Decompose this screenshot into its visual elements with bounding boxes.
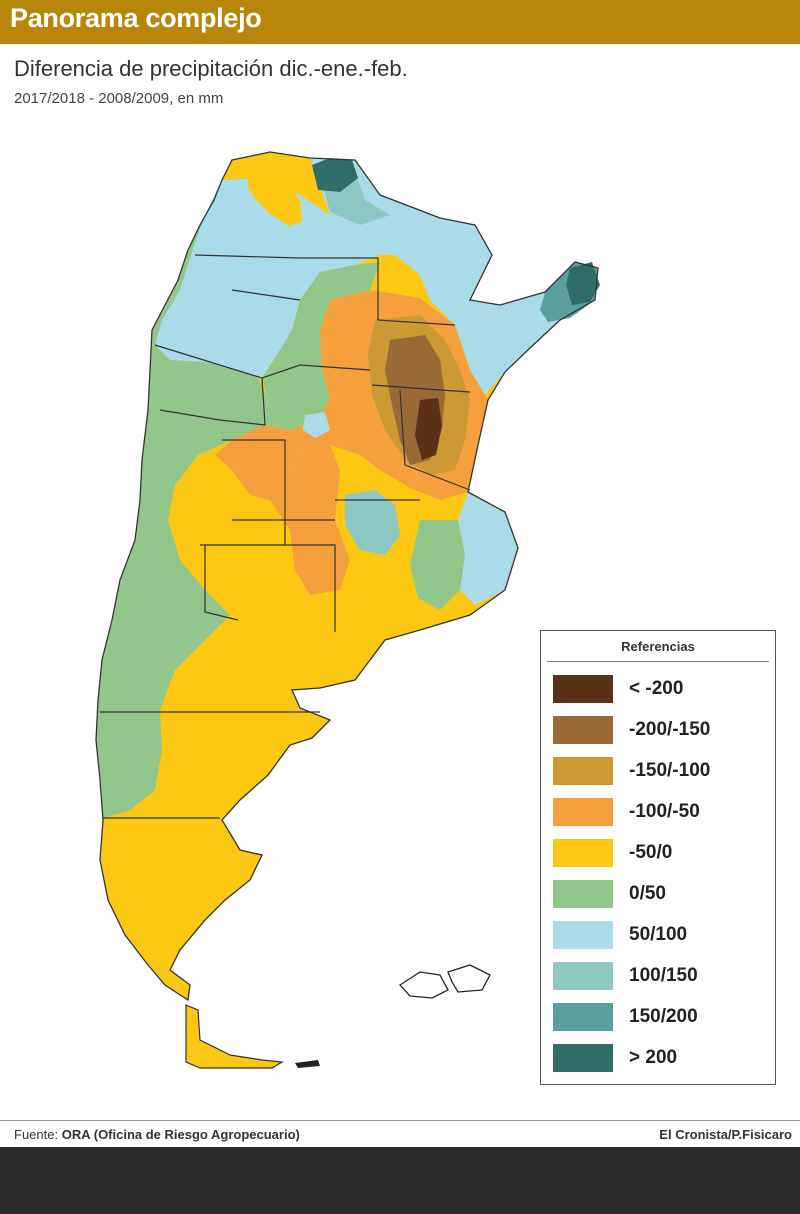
legend-label: 150/200 bbox=[629, 1006, 698, 1027]
header-bar: Panorama complejo bbox=[0, 0, 800, 44]
malvinas-islands bbox=[399, 964, 491, 999]
bottom-bar bbox=[0, 1147, 800, 1214]
legend-item: 0/50 bbox=[553, 880, 763, 910]
region-darkbrown-core bbox=[415, 398, 442, 460]
page-title: Panorama complejo bbox=[10, 3, 262, 33]
legend: Referencias < -200 -200/-150 -150/-100 -100… bbox=[540, 630, 776, 1085]
legend-swatch bbox=[553, 716, 613, 744]
footer-credit: El Cronista/P.Fisicaro bbox=[659, 1127, 792, 1142]
legend-item: -50/0 bbox=[553, 839, 763, 869]
tierra-del-fuego-outline bbox=[185, 1004, 284, 1069]
legend-item: 50/100 bbox=[553, 921, 763, 951]
legend-label: < -200 bbox=[629, 678, 684, 699]
legend-swatch bbox=[553, 1003, 613, 1031]
legend-swatch bbox=[553, 962, 613, 990]
region-lightblue-east bbox=[458, 492, 518, 605]
region-darkteal-north bbox=[312, 158, 358, 192]
region-green-east bbox=[410, 520, 465, 610]
legend-item: > 200 bbox=[553, 1044, 763, 1074]
footer-source-prefix: Fuente: bbox=[14, 1127, 59, 1142]
legend-swatch bbox=[553, 880, 613, 908]
legend-label: > 200 bbox=[629, 1047, 678, 1068]
legend-label: 0/50 bbox=[629, 883, 666, 904]
legend-item: 100/150 bbox=[553, 962, 763, 992]
legend-swatch bbox=[553, 757, 613, 785]
legend-item: -200/-150 bbox=[553, 716, 763, 746]
legend-item: -150/-100 bbox=[553, 757, 763, 787]
legend-label: 50/100 bbox=[629, 924, 688, 945]
legend-label: 100/150 bbox=[629, 965, 698, 986]
tierra-del-fuego bbox=[186, 1005, 282, 1068]
legend-swatch bbox=[553, 1044, 613, 1072]
province-borders bbox=[100, 254, 471, 819]
legend-label: -200/-150 bbox=[629, 719, 711, 740]
legend-item: 150/200 bbox=[553, 1003, 763, 1033]
footer-source: Fuente: ORA (Oficina de Riesgo Agropecua… bbox=[14, 1127, 300, 1142]
legend-label: -100/-50 bbox=[629, 801, 700, 822]
legend-item: < -200 bbox=[553, 675, 763, 705]
region-green-central-north bbox=[262, 262, 380, 430]
legend-divider bbox=[547, 661, 769, 662]
legend-label: -150/-100 bbox=[629, 760, 711, 781]
legend-swatch bbox=[553, 798, 613, 826]
legend-item: -100/-50 bbox=[553, 798, 763, 828]
map-period-units: 2017/2018 - 2008/2009, en mm bbox=[14, 90, 224, 107]
precipitation-map bbox=[0, 140, 800, 1100]
country-outline bbox=[95, 151, 599, 1002]
legend-swatch bbox=[553, 675, 613, 703]
isla-de-los-estados bbox=[295, 1060, 320, 1068]
region-lightblue-central-spot bbox=[303, 412, 330, 438]
footer-source-name: ORA (Oficina de Riesgo Agropecuario) bbox=[61, 1127, 300, 1142]
map-subtitle: Diferencia de precipitación dic.-ene.-fe… bbox=[14, 56, 408, 81]
region-yellow-nw-pocket bbox=[248, 162, 302, 226]
legend-swatch bbox=[553, 839, 613, 867]
footer-divider bbox=[0, 1120, 800, 1121]
region-teal-central bbox=[345, 490, 400, 555]
legend-title: Referencias bbox=[621, 639, 695, 654]
region-lightblue-northwest bbox=[155, 178, 380, 378]
legend-swatch bbox=[553, 921, 613, 949]
argentina-map-svg bbox=[95, 151, 600, 1069]
region-darkteal-misiones bbox=[566, 262, 600, 305]
legend-label: -50/0 bbox=[629, 842, 673, 863]
